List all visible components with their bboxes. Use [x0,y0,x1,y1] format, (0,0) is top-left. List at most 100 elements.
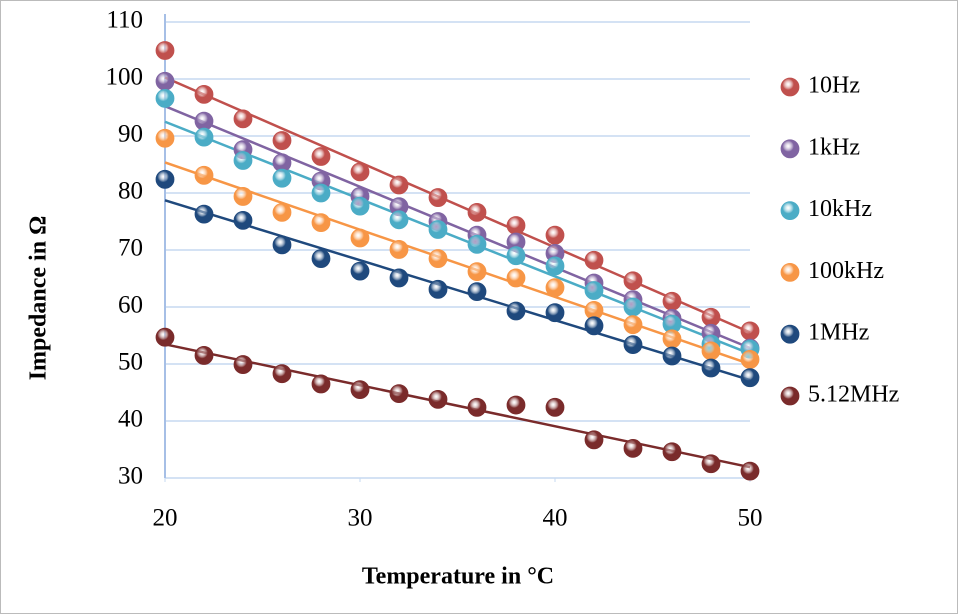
data-point [545,278,565,298]
data-point [701,454,721,474]
data-point [467,202,487,222]
data-point [311,147,331,166]
x-axis-title: Temperature in °C [362,564,554,590]
data-point [272,202,292,222]
data-point [701,307,721,327]
data-point [194,127,214,147]
y-tick-label: 90 [118,121,143,148]
data-point [584,316,604,336]
y-axis-title: Impedance in Ω [26,216,52,381]
trendline [164,105,751,350]
y-tick-label: 30 [118,463,143,490]
data-point [662,329,682,349]
trendline [164,120,751,355]
legend-marker [780,324,800,344]
data-point [389,240,409,259]
legend-marker [780,262,800,282]
trendline [164,161,751,366]
data-point [233,151,253,170]
data-point [311,374,331,394]
x-tick-label: 30 [348,505,373,532]
data-point [194,346,214,365]
data-point [701,341,721,361]
data-point [155,169,175,189]
data-point [662,442,682,462]
data-point [155,88,175,108]
legend-label: 5.12MHz [808,382,899,408]
data-point [155,327,175,347]
data-point [740,461,760,481]
legend-marker [780,201,800,221]
y-tick-label: 100 [106,64,144,91]
legend-marker [780,139,800,159]
data-point [194,204,214,224]
data-point [233,355,253,374]
x-tick-label: 40 [543,505,568,532]
data-point [545,397,565,417]
y-tick-label: 80 [118,178,143,205]
data-point [350,228,370,248]
data-point [623,315,643,335]
data-point [194,84,214,104]
data-point [701,358,721,378]
data-point [194,165,214,185]
data-point [233,187,253,206]
data-point [272,364,292,384]
trendline [164,199,751,382]
data-point [155,128,175,148]
data-point [506,246,526,266]
data-point [623,438,643,458]
x-tick-label: 50 [738,505,763,532]
data-point [389,384,409,404]
data-point [545,303,565,323]
data-point [506,395,526,415]
data-point [623,335,643,355]
data-point [155,71,175,91]
data-point [194,111,214,131]
legend-label: 10Hz [808,73,860,99]
data-point [350,196,370,216]
legend-label: 1MHz [808,320,869,346]
data-point [311,213,331,233]
data-point [428,389,448,409]
x-tick-label: 20 [153,505,178,532]
data-point [662,346,682,366]
data-point [428,249,448,268]
data-point [467,397,487,417]
data-point [350,162,370,182]
data-point [584,250,604,270]
data-point [233,210,253,230]
data-point [740,321,760,341]
data-point [506,268,526,288]
trendline [164,76,751,334]
data-point [428,279,448,299]
data-point [233,109,253,129]
data-point [389,268,409,288]
data-point [506,216,526,235]
data-point [350,261,370,281]
y-tick-label: 70 [118,235,143,262]
data-point [623,271,643,291]
data-point [272,168,292,188]
data-point [311,183,331,203]
data-point [272,235,292,255]
data-point [584,430,604,450]
data-point [428,220,448,239]
legend-marker [780,386,800,406]
y-tick-label: 50 [118,349,143,376]
data-point [272,131,292,150]
legend-label: 10kHz [808,196,872,222]
data-point [662,291,682,311]
data-point [311,249,331,268]
legend-label: 100kHz [808,258,884,284]
data-point [740,368,760,388]
y-tick-label: 110 [106,7,143,34]
data-point [584,281,604,300]
data-point [467,262,487,282]
data-point [389,175,409,195]
legend-label: 1kHz [808,134,860,160]
data-point [545,256,565,276]
data-point [545,225,565,245]
data-point [506,301,526,321]
